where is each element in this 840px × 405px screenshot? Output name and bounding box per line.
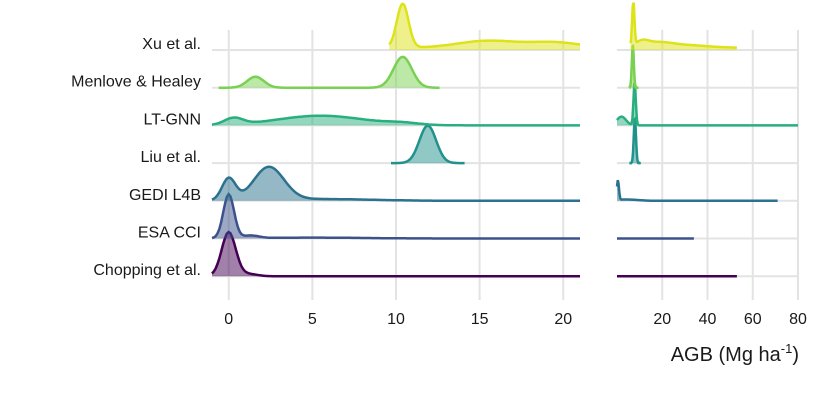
category-label-esa-cci: ESA CCI: [138, 225, 201, 242]
category-label-gedi-l4b: GEDI L4B: [129, 187, 201, 204]
ridge-fill-xu-et-al-right: [630, 3, 737, 51]
series-gedi-l4b: [211, 165, 778, 203]
x-axis-title-close: ): [792, 344, 799, 366]
ridge-line-chopping-et-al-left: [211, 230, 580, 278]
ridge-fill-liu-et-al-left: [391, 125, 465, 164]
tick-label-right-20: 20: [653, 311, 671, 328]
category-label-menlove-healey: Menlove & Healey: [71, 74, 201, 91]
ridge-line-esa-cci-left: [211, 192, 580, 240]
category-label-lt-gnn: LT-GNN: [144, 111, 201, 128]
series-esa-cci: [211, 192, 694, 240]
series-xu-et-al: [388, 2, 737, 51]
tick-label-right-80: 80: [789, 311, 807, 328]
ridge-fill-lt-gnn-left: [212, 115, 580, 126]
ridge-line-gedi-l4b-right: [615, 179, 778, 203]
category-labels: Xu et al. Menlove & Healey LT-GNN Liu et al…: [71, 36, 201, 279]
grid-layer: [212, 30, 799, 300]
ridge-line-lt-gnn-right: [616, 83, 798, 127]
series-lt-gnn: [211, 83, 798, 127]
tick-label-right-40: 40: [699, 311, 717, 328]
ridge-line-liu-et-al-left: [391, 124, 465, 165]
tick-labels: 0 5 10 15 20 20 40 60 80: [224, 311, 807, 328]
ridge-line-menlove-healey-left: [218, 55, 440, 89]
series-layer: [211, 2, 798, 278]
ridge-line-gedi-l4b-left: [211, 165, 580, 203]
series-chopping-et-al: [211, 230, 737, 278]
tick-label-left-15: 15: [471, 311, 489, 328]
category-label-xu-et-al: Xu et al.: [142, 36, 201, 53]
ridge-line-xu-et-al-left: [388, 2, 581, 49]
ridge-line-menlove-healey-right: [628, 44, 639, 89]
tick-label-left-20: 20: [554, 311, 572, 328]
tick-label-right-60: 60: [744, 311, 762, 328]
ridge-line-lt-gnn-left: [211, 114, 580, 127]
ridge-fill-xu-et-al-left: [389, 3, 580, 51]
tick-label-left-10: 10: [387, 311, 405, 328]
ridge-line-xu-et-al-right: [629, 2, 737, 49]
tick-label-left-5: 5: [308, 311, 317, 328]
series-menlove-healey: [218, 44, 639, 89]
x-axis-title-superscript: -1: [781, 341, 793, 356]
category-label-chopping-et-al: Chopping et al.: [93, 262, 201, 279]
x-axis-title-main: AGB (Mg ha: [671, 344, 782, 366]
ridge-fill-gedi-l4b-left: [212, 166, 580, 201]
category-label-liu-et-al: Liu et al.: [141, 149, 201, 166]
ridge-fill-menlove-healey-left: [218, 56, 440, 88]
x-axis-title: AGB (Mg ha-1): [671, 341, 799, 366]
tick-label-left-0: 0: [224, 311, 233, 328]
